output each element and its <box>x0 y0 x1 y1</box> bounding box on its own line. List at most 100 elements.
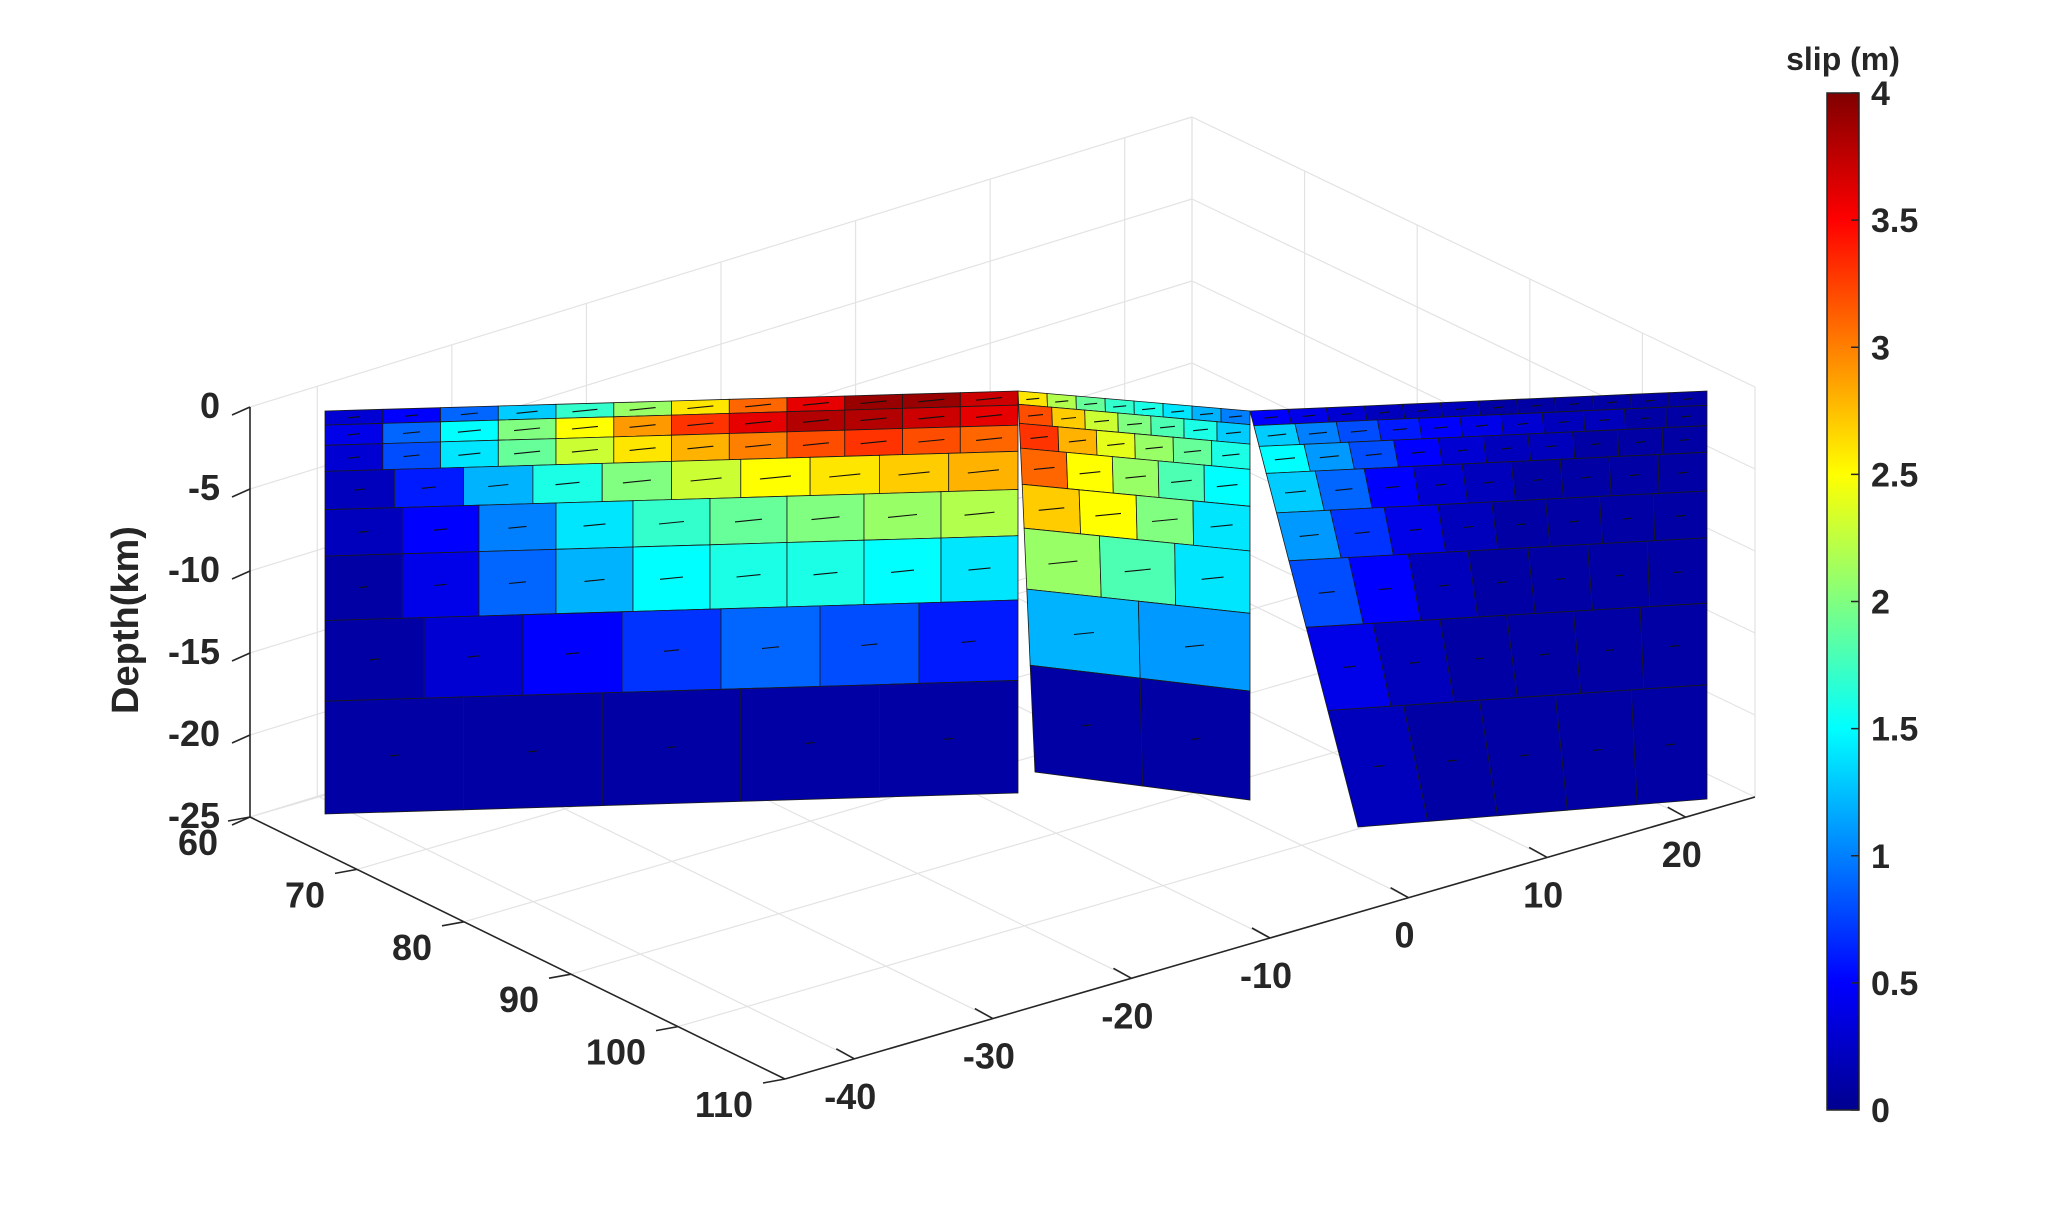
colorbar-tick-label: 0 <box>1871 1092 1890 1130</box>
z-tick-label: -20 <box>168 713 220 754</box>
slip-vector <box>1284 490 1307 494</box>
y-tick-label: -30 <box>963 1036 1015 1077</box>
slip-vector <box>1680 438 1690 441</box>
slip-vector <box>1079 471 1101 475</box>
slip-vector <box>811 516 840 521</box>
slip-vector <box>976 414 1003 418</box>
slip-vector <box>1581 476 1591 479</box>
slip-vector <box>629 424 656 428</box>
y-tick-mark <box>1251 927 1271 939</box>
slip-vector <box>1546 445 1557 448</box>
slip-vector <box>1084 402 1098 406</box>
slip-vector <box>976 437 1003 441</box>
slip-vector <box>1435 483 1447 486</box>
slip-vector <box>1614 574 1624 577</box>
slip-vector <box>802 442 829 446</box>
slip-vector <box>745 420 772 425</box>
colorbar-ticks: 0 0.5 1 1.5 2 2.5 3 3.5 4 <box>1851 75 1918 1130</box>
slip-vector <box>1669 645 1680 648</box>
slip-vector <box>1374 765 1385 768</box>
slip-vector <box>687 405 714 410</box>
slip-vector <box>403 454 420 458</box>
slip-vector <box>467 655 480 658</box>
slip-vector <box>1539 653 1550 656</box>
colorbar-tick-label: 1.5 <box>1871 711 1918 749</box>
slip-vector <box>1385 485 1399 489</box>
slip-vector <box>1226 431 1241 435</box>
slip-vector <box>1378 587 1392 591</box>
x-tick-mark <box>762 1078 786 1084</box>
slip-vector <box>967 469 999 474</box>
slip-vector <box>1474 657 1485 660</box>
slip-vector <box>898 471 930 476</box>
x-tick-mark <box>227 816 251 822</box>
x-tick-label: 110 <box>695 1084 753 1125</box>
z-tick-mark <box>231 734 251 744</box>
slip-vector <box>1318 591 1335 594</box>
slip-vector <box>433 528 448 531</box>
slip-vector <box>1061 416 1077 420</box>
y-tick-mark <box>1667 806 1687 818</box>
slip-vector <box>802 402 829 406</box>
slip-vector <box>663 649 680 652</box>
colorbar-tick-label: 2.5 <box>1871 456 1918 494</box>
slip-vector <box>1675 514 1686 517</box>
axis-lines <box>227 406 1756 1084</box>
slip-vector <box>1683 397 1693 400</box>
slip-vector <box>860 440 887 445</box>
slip-vector <box>1635 441 1645 444</box>
slip-vector <box>1350 429 1367 433</box>
slip-vector <box>1094 419 1110 423</box>
slip-vector <box>658 520 685 525</box>
slip-vector <box>358 586 369 589</box>
slip-vector <box>1438 584 1449 587</box>
slip-vector <box>1048 560 1078 565</box>
y-tick-label: 0 <box>1395 915 1415 956</box>
z-tick-mark <box>231 488 251 498</box>
slip-vector <box>389 754 399 757</box>
slip-vector <box>1152 518 1178 523</box>
slip-vector <box>964 511 995 516</box>
wall-grid-z-line <box>1191 116 1756 388</box>
x-tick-label: 100 <box>586 1032 646 1073</box>
slip-vector <box>690 477 722 482</box>
slip-vector <box>1604 649 1615 652</box>
slip-vector <box>1185 644 1205 648</box>
slip-vector <box>572 408 598 413</box>
slip-vector <box>918 415 945 420</box>
z-tick-label: -5 <box>188 467 220 508</box>
slip-vector <box>584 578 605 582</box>
slip-vector <box>1228 415 1243 418</box>
slip-vector <box>405 414 419 417</box>
slip-vector <box>1171 410 1185 413</box>
slip-vector <box>887 513 918 518</box>
slip-vector <box>358 530 369 533</box>
slip-vector <box>659 576 684 580</box>
x-axis-line <box>249 816 786 1080</box>
z-tick-label: 0 <box>200 385 220 426</box>
slip-vector <box>1191 737 1201 740</box>
slip-vector <box>968 567 991 571</box>
slip-vector <box>1493 406 1503 409</box>
slip-vector <box>1026 397 1040 401</box>
slip-vector <box>1475 424 1488 427</box>
slip-vector <box>918 438 945 443</box>
slip-vector <box>1531 404 1541 407</box>
slip-vector <box>354 488 365 491</box>
slip-vector <box>1379 411 1390 414</box>
z-tick-mark <box>231 406 251 416</box>
slip-vector <box>1502 447 1513 450</box>
slip-vector <box>687 445 714 450</box>
slip-vector <box>1222 453 1240 457</box>
slip-vector <box>1678 471 1688 474</box>
z-tick-label: -25 <box>168 795 220 836</box>
slip-vector <box>1107 443 1125 446</box>
slip-vector <box>1095 512 1122 517</box>
slip-vector <box>1645 399 1655 402</box>
slip-vector <box>1068 439 1087 443</box>
slip-vector <box>1264 416 1278 419</box>
slip-vector <box>348 416 360 419</box>
y-tick-label: -40 <box>824 1076 876 1117</box>
slip-vector <box>583 523 606 527</box>
